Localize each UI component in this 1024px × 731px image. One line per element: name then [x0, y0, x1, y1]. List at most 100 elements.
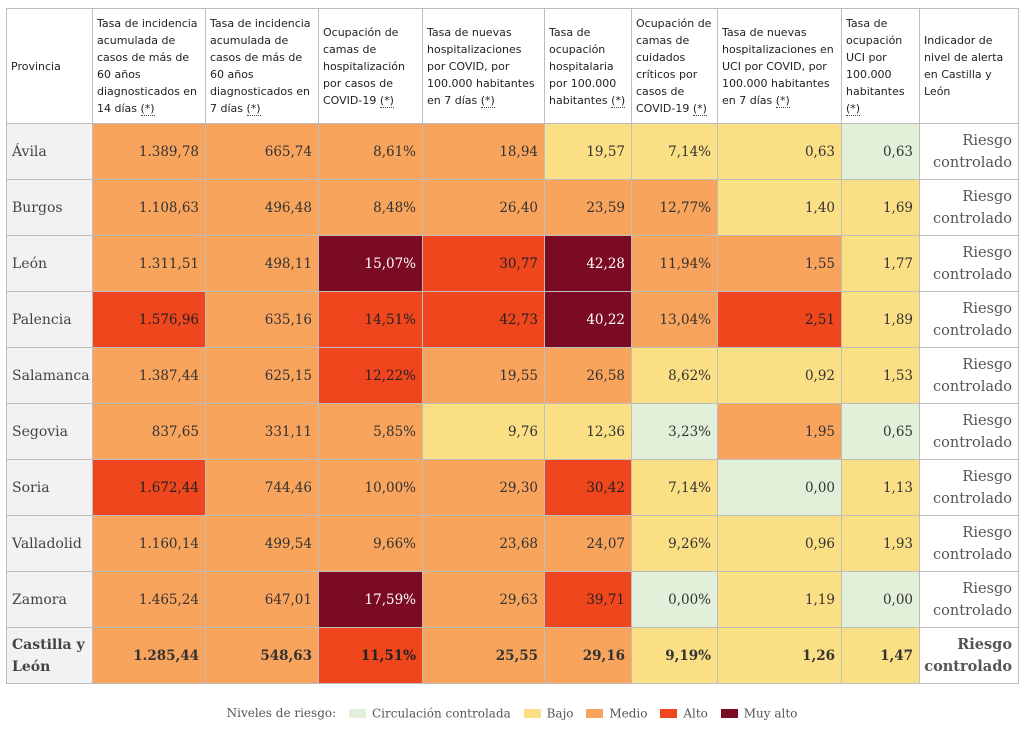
header-footnote-link[interactable]: (*) [246, 102, 261, 116]
risk-legend: Niveles de riesgo: Circulación controlad… [0, 706, 1024, 721]
legend-item-circulacion-controlada: Circulación controlada [348, 706, 511, 721]
cell-critical-care-occupancy: 7,14% [631, 459, 718, 516]
header-incidence-14d: Tasa de incidencia acumulada de casos de… [92, 8, 206, 124]
legend-title: Niveles de riesgo: [226, 706, 337, 720]
header-footnote-link[interactable]: (*) [775, 93, 790, 108]
cell-hospital-occupancy-rate: 23,59 [544, 179, 632, 236]
table-row: Soria 1.672,44 744,46 10,00% 29,30 30,42… [6, 459, 1019, 516]
cell-new-icu-admissions: 1,55 [717, 235, 842, 292]
cell-critical-care-occupancy: 7,14% [631, 123, 718, 180]
cell-new-icu-admissions: 1,95 [717, 403, 842, 460]
legend-swatch [720, 709, 738, 719]
cell-hospital-bed-occupancy: 17,59% [318, 571, 423, 628]
cell-incidence-14d: 1.387,44 [92, 347, 206, 404]
cell-icu-occupancy-rate: 1,93 [841, 515, 920, 572]
cell-incidence-7d: 498,11 [205, 235, 319, 292]
header-alert-level: Indicador de nivel de alerta en Castilla… [919, 8, 1019, 124]
cell-icu-occupancy-rate: 1,69 [841, 179, 920, 236]
table-row: Palencia 1.576,96 635,16 14,51% 42,73 40… [6, 291, 1019, 348]
cell-critical-care-occupancy: 12,77% [631, 179, 718, 236]
cell-new-icu-admissions: 0,96 [717, 515, 842, 572]
cell-icu-occupancy-rate: 0,00 [841, 571, 920, 628]
header-critical-care-occupancy: Ocupación de camas de cuidados críticos … [631, 8, 718, 124]
legend-item-muy-alto: Muy alto [720, 706, 797, 721]
cell-incidence-7d: 635,16 [205, 291, 319, 348]
header-new-icu-admissions: Tasa de nuevas hospitalizaciones en UCI … [717, 8, 842, 124]
cell-incidence-7d: 744,46 [205, 459, 319, 516]
cell-hospital-bed-occupancy: 15,07% [318, 235, 423, 292]
cell-hospital-occupancy-rate: 39,71 [544, 571, 632, 628]
cell-critical-care-occupancy: 11,94% [631, 235, 718, 292]
cell-hospital-bed-occupancy: 5,85% [318, 403, 423, 460]
cell-incidence-14d: 1.160,14 [92, 515, 206, 572]
cell-alert-level: Riesgo controlado [919, 123, 1019, 180]
header-footnote-link[interactable]: (*) [846, 102, 861, 116]
cell-critical-care-occupancy: 3,23% [631, 403, 718, 460]
cell-new-hospitalizations: 9,76 [422, 403, 545, 460]
cell-new-hospitalizations: 29,63 [422, 571, 545, 628]
header-footnote-link[interactable]: (*) [480, 93, 495, 108]
total-row: Castilla y León 1.285,44 548,63 11,51% 25… [6, 627, 1019, 684]
table-row: León 1.311,51 498,11 15,07% 30,77 42,28 … [6, 235, 1019, 292]
cell-new-hospitalizations: 25,55 [422, 627, 545, 684]
cell-incidence-7d: 647,01 [205, 571, 319, 628]
cell-hospital-bed-occupancy: 8,61% [318, 123, 423, 180]
incidence-table-container: Provincia Tasa de incidencia acumulada d… [6, 8, 1019, 684]
cell-critical-care-occupancy: 9,19% [631, 627, 718, 684]
legend-swatch [586, 709, 604, 719]
header-footnote-link[interactable]: (*) [140, 102, 155, 116]
cell-hospital-occupancy-rate: 26,58 [544, 347, 632, 404]
province-name: Soria [6, 459, 93, 516]
cell-new-hospitalizations: 29,30 [422, 459, 545, 516]
cell-hospital-occupancy-rate: 42,28 [544, 235, 632, 292]
cell-alert-level: Riesgo controlado [919, 291, 1019, 348]
cell-incidence-14d: 1.311,51 [92, 235, 206, 292]
cell-alert-level: Riesgo controlado [919, 515, 1019, 572]
cell-new-hospitalizations: 19,55 [422, 347, 545, 404]
cell-new-icu-admissions: 0,92 [717, 347, 842, 404]
cell-incidence-7d: 499,54 [205, 515, 319, 572]
legend-swatch [523, 709, 541, 719]
cell-icu-occupancy-rate: 1,13 [841, 459, 920, 516]
cell-alert-level: Riesgo controlado [919, 571, 1019, 628]
cell-alert-level: Riesgo controlado [919, 347, 1019, 404]
header-footnote-link[interactable]: (*) [379, 93, 394, 108]
cell-icu-occupancy-rate: 0,63 [841, 123, 920, 180]
table-row: Burgos 1.108,63 496,48 8,48% 26,40 23,59… [6, 179, 1019, 236]
table-row: Salamanca 1.387,44 625,15 12,22% 19,55 2… [6, 347, 1019, 404]
cell-new-icu-admissions: 0,63 [717, 123, 842, 180]
cell-icu-occupancy-rate: 1,47 [841, 627, 920, 684]
cell-incidence-14d: 1.285,44 [92, 627, 206, 684]
legend-item-bajo: Bajo [523, 706, 574, 721]
cell-incidence-14d: 837,65 [92, 403, 206, 460]
cell-hospital-occupancy-rate: 12,36 [544, 403, 632, 460]
cell-incidence-14d: 1.576,96 [92, 291, 206, 348]
cell-new-icu-admissions: 1,40 [717, 179, 842, 236]
table-row: Valladolid 1.160,14 499,54 9,66% 23,68 2… [6, 515, 1019, 572]
legend-item-alto: Alto [660, 706, 708, 721]
cell-hospital-bed-occupancy: 9,66% [318, 515, 423, 572]
province-name: Salamanca [6, 347, 93, 404]
table-row: Ávila 1.389,78 665,74 8,61% 18,94 19,57 … [6, 123, 1019, 180]
header-footnote-link[interactable]: (*) [692, 102, 707, 116]
header-footnote-link[interactable]: (*) [611, 93, 626, 108]
header-row: Provincia Tasa de incidencia acumulada d… [6, 8, 1019, 124]
cell-critical-care-occupancy: 0,00% [631, 571, 718, 628]
cell-new-hospitalizations: 30,77 [422, 235, 545, 292]
covid-indicators-table: Provincia Tasa de incidencia acumulada d… [6, 8, 1019, 684]
table-row: Segovia 837,65 331,11 5,85% 9,76 12,36 3… [6, 403, 1019, 460]
province-name: León [6, 235, 93, 292]
cell-new-icu-admissions: 0,00 [717, 459, 842, 516]
cell-critical-care-occupancy: 13,04% [631, 291, 718, 348]
cell-hospital-bed-occupancy: 10,00% [318, 459, 423, 516]
cell-hospital-bed-occupancy: 14,51% [318, 291, 423, 348]
cell-critical-care-occupancy: 8,62% [631, 347, 718, 404]
cell-alert-level: Riesgo controlado [919, 179, 1019, 236]
cell-hospital-bed-occupancy: 12,22% [318, 347, 423, 404]
cell-incidence-7d: 665,74 [205, 123, 319, 180]
header-provincia: Provincia [6, 8, 93, 124]
cell-new-hospitalizations: 23,68 [422, 515, 545, 572]
province-name-total: Castilla y León [6, 627, 93, 684]
cell-hospital-occupancy-rate: 19,57 [544, 123, 632, 180]
header-hospital-occupancy-rate: Tasa de ocupación hospitalaria por 100.0… [544, 8, 632, 124]
